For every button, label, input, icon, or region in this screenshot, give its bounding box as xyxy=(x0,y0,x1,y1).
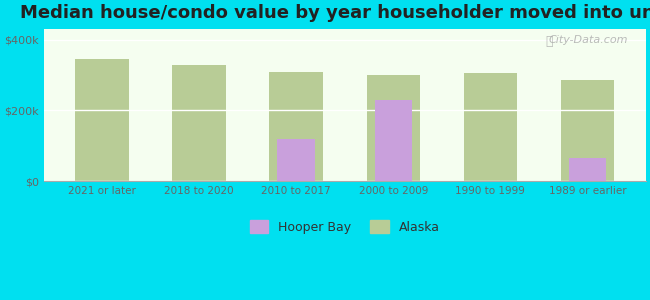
Text: City-Data.com: City-Data.com xyxy=(548,35,628,45)
Title: Median house/condo value by year householder moved into unit: Median house/condo value by year househo… xyxy=(20,4,650,22)
Bar xyxy=(374,100,412,181)
Legend: Hooper Bay, Alaska: Hooper Bay, Alaska xyxy=(244,215,445,238)
Bar xyxy=(463,74,517,181)
Bar xyxy=(75,59,129,181)
Bar xyxy=(561,80,614,181)
Bar xyxy=(367,75,420,181)
Bar xyxy=(270,72,323,181)
Bar xyxy=(278,139,315,181)
Text: ⓘ: ⓘ xyxy=(545,35,552,48)
Bar xyxy=(569,158,606,181)
Bar xyxy=(172,64,226,181)
